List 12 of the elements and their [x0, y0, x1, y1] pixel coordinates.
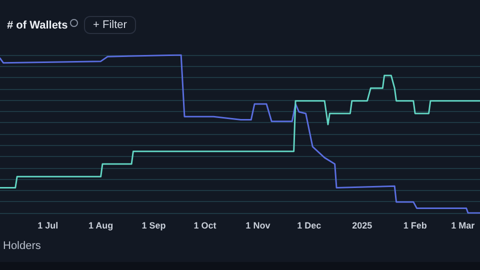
x-tick-label: 1 Feb — [403, 220, 428, 230]
x-tick-label: 2025 — [352, 220, 372, 230]
text: Holders — [3, 240, 41, 252]
x-tick-label: 1 Nov — [246, 220, 270, 230]
x-tick-label: 1 Jul — [38, 220, 58, 230]
x-tick-label: 1 Dec — [297, 220, 322, 230]
x-tick-label: 1 Mar — [451, 220, 476, 230]
x-tick-label: 1 Oct — [194, 220, 216, 230]
chart-title: # of Wallets — [7, 20, 68, 32]
text: + Filter — [84, 16, 136, 34]
x-tick-label: 1 Sep — [142, 220, 166, 230]
x-tick-label: 1 Aug — [88, 220, 114, 230]
